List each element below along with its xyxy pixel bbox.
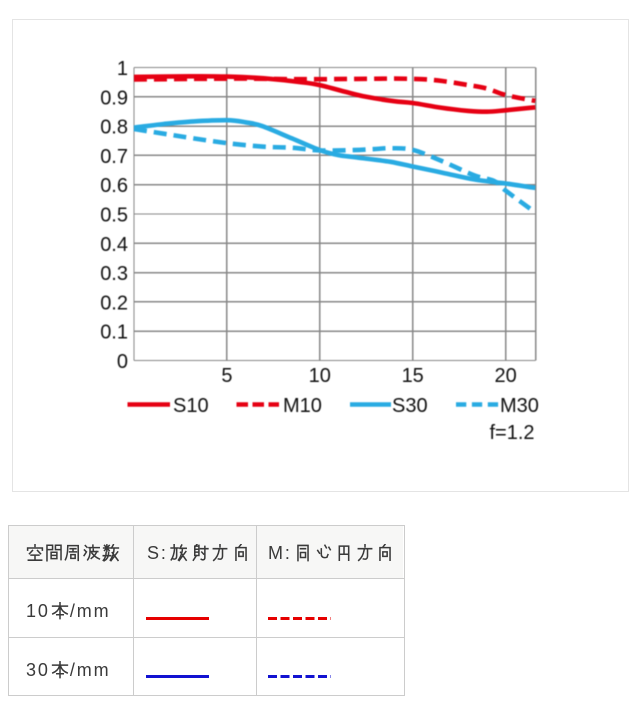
svg-text:10: 10 <box>309 365 331 387</box>
svg-text:S10: S10 <box>173 395 209 417</box>
svg-text:M30: M30 <box>500 395 539 417</box>
svg-text:0: 0 <box>117 351 128 373</box>
svg-text:0.3: 0.3 <box>100 263 128 285</box>
svg-text:0.5: 0.5 <box>100 205 128 227</box>
svg-text:1: 1 <box>117 58 128 80</box>
svg-text:0.9: 0.9 <box>100 87 128 109</box>
svg-text:5: 5 <box>221 365 232 387</box>
svg-text:15: 15 <box>402 365 424 387</box>
svg-text:M10: M10 <box>283 395 322 417</box>
svg-text:f=1.2: f=1.2 <box>489 422 534 444</box>
svg-text:20: 20 <box>494 365 516 387</box>
svg-text:0.2: 0.2 <box>100 292 128 314</box>
svg-text:0.8: 0.8 <box>100 117 128 139</box>
svg-text:0.7: 0.7 <box>100 146 128 168</box>
svg-text:0.1: 0.1 <box>100 322 128 344</box>
svg-text:S30: S30 <box>392 395 428 417</box>
svg-text:0.6: 0.6 <box>100 175 128 197</box>
svg-text:0.4: 0.4 <box>100 234 128 256</box>
